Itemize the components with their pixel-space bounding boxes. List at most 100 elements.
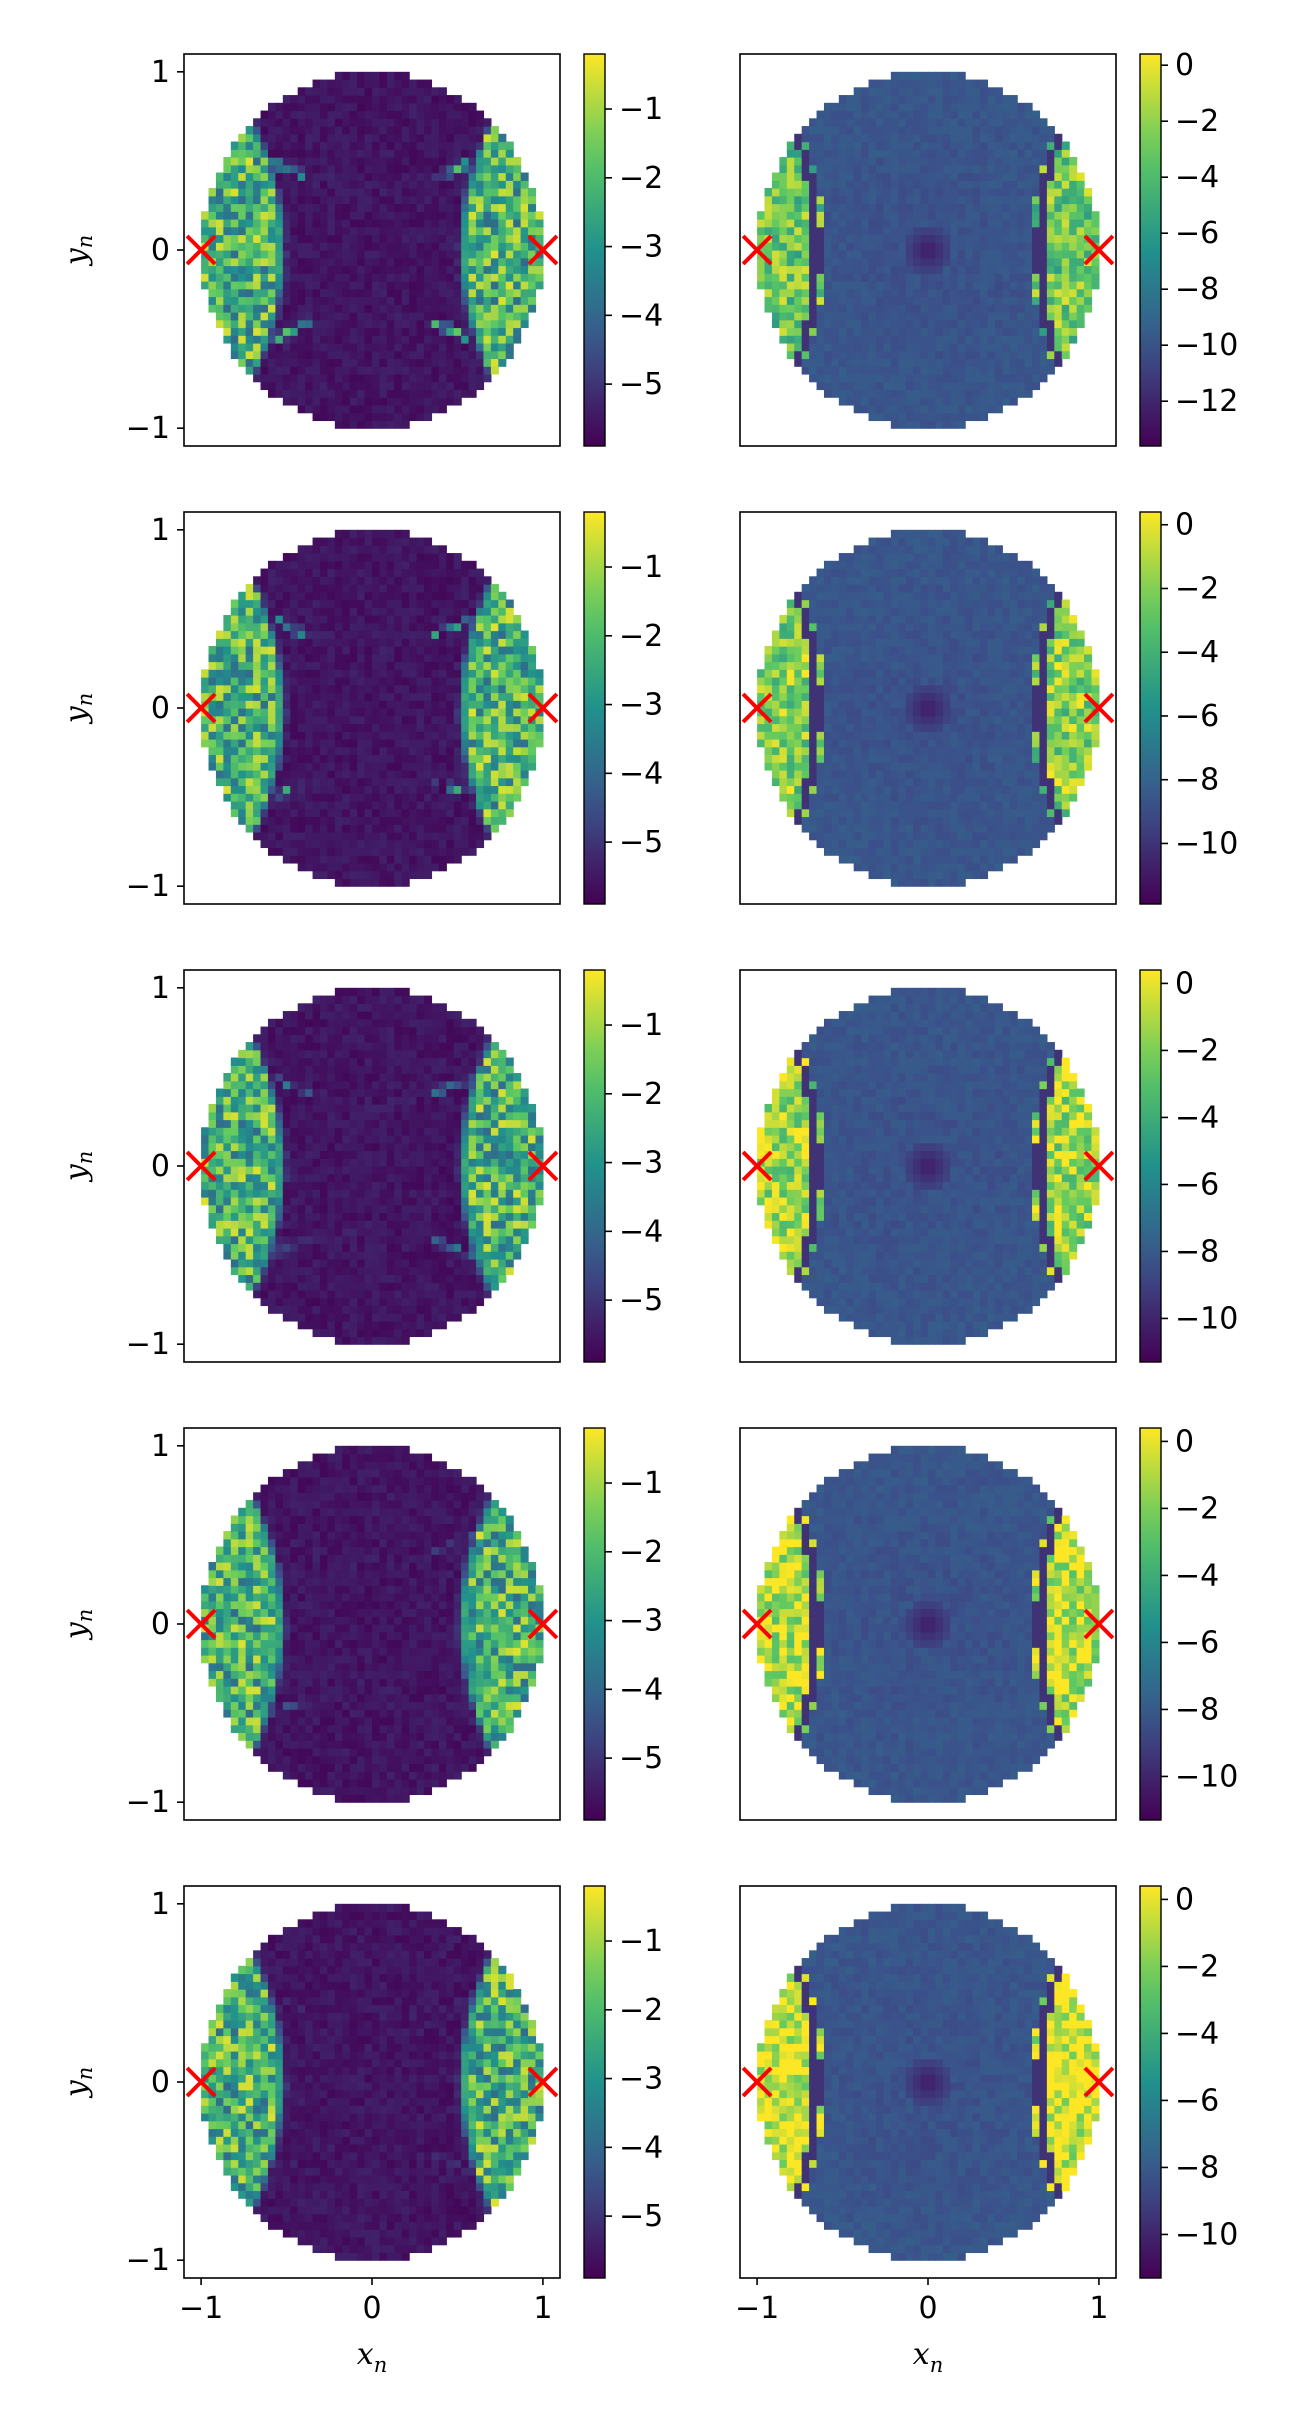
x-tick-label: 1: [1089, 2291, 1108, 2326]
panel-r3-c1: 1 0 −1 yn −1 −2 −3 −4 −5: [59, 969, 663, 1363]
colorbar-tick-label: −1: [619, 1466, 663, 1501]
marker-x-right: [527, 234, 559, 266]
y-tick-label: 0: [151, 1607, 170, 1642]
y-tick-label: 1: [151, 513, 170, 548]
y-tick-label: 0: [151, 2065, 170, 2100]
marker-x-left: [741, 2066, 773, 2098]
heatmap-image: [201, 71, 544, 429]
colorbar: 0 −2 −4 −6 −8 −10: [1139, 1882, 1238, 2279]
marker-x-left: [741, 692, 773, 724]
y-tick-label: 1: [151, 1429, 170, 1464]
heatmap-image: [201, 1903, 544, 2261]
colorbar-tick-label: −8: [1175, 1692, 1219, 1727]
y-axis-label: yn: [59, 2067, 97, 2099]
y-tick-label: −1: [126, 1327, 170, 1362]
y-tick-label: 0: [151, 691, 170, 726]
panel-r2-c1: 1 0 −1 yn −1 −2 −3 −4 −5: [59, 511, 663, 905]
colorbar-tick-label: −8: [1175, 272, 1219, 307]
x-axis-label: xn: [913, 2337, 943, 2377]
heatmap-image: [757, 1903, 1100, 2261]
colorbar-tick-label: −4: [1175, 160, 1219, 195]
colorbar-tick-label: 0: [1175, 1424, 1194, 1459]
colorbar-tick-label: −10: [1175, 2217, 1238, 2252]
marker-x-left: [185, 1608, 217, 1640]
colorbar-gradient: [1139, 1885, 1162, 2279]
colorbar-tick-label: −4: [619, 298, 663, 333]
y-tick-label: 1: [151, 1887, 170, 1922]
colorbar: 0 −2 −4 −6 −8 −10: [1139, 508, 1238, 905]
colorbar-tick-label: −2: [1175, 1033, 1219, 1068]
marker-x-left: [185, 2066, 217, 2098]
colorbar-tick-label: −2: [1175, 571, 1219, 606]
heatmap-image: [201, 987, 544, 1345]
marker-x-left: [185, 234, 217, 266]
colorbar-tick-label: −3: [619, 688, 663, 723]
marker-x-right: [1083, 1608, 1115, 1640]
y-tick-label: 1: [151, 55, 170, 90]
marker-x-right: [1083, 234, 1115, 266]
colorbar-tick-label: −5: [619, 367, 663, 402]
colorbar-tick-label: −4: [619, 756, 663, 791]
y-tick-label: −1: [126, 2243, 170, 2278]
marker-x-right: [1083, 2066, 1115, 2098]
colorbar-gradient: [583, 1885, 606, 2279]
colorbar: −1 −2 −3 −4 −5: [583, 53, 663, 447]
panel-r1-c1: 1 0 −1 yn −1 −2 −3 −4 −5: [59, 53, 663, 447]
colorbar-gradient: [583, 1427, 606, 1821]
colorbar: 0 −2 −4 −6 −8 −10 −12: [1139, 48, 1238, 447]
colorbar-tick-label: −5: [619, 825, 663, 860]
colorbar-tick-label: −6: [1175, 1625, 1219, 1660]
colorbar-tick-label: −10: [1175, 1301, 1238, 1336]
marker-x-left: [741, 1150, 773, 1182]
colorbar-gradient: [583, 511, 606, 905]
colorbar-tick-label: −1: [619, 92, 663, 127]
colorbar: −1 −2 −3 −4 −5: [583, 969, 663, 1363]
colorbar-tick-label: −12: [1175, 384, 1238, 419]
colorbar-tick-label: −4: [1175, 1100, 1219, 1135]
panel-r1-c2: 0 −2 −4 −6 −8 −10 −12: [739, 48, 1238, 447]
colorbar-tick-label: −8: [1175, 1234, 1219, 1269]
colorbar: −1 −2 −3 −4 −5: [583, 1427, 663, 1821]
colorbar-tick-label: −2: [1175, 1949, 1219, 1984]
colorbar-tick-label: −1: [619, 1008, 663, 1043]
colorbar-tick-label: −2: [619, 1993, 663, 2028]
panel-r2-c2: 0 −2 −4 −6 −8 −10: [739, 508, 1238, 905]
colorbar-tick-label: −8: [1175, 763, 1219, 798]
colorbar-tick-label: −6: [1175, 216, 1219, 251]
y-tick-label: −1: [126, 411, 170, 446]
x-tick-label: −1: [179, 2291, 223, 2326]
y-axis-label: yn: [59, 693, 97, 725]
panel-r5-c1: 1 0 −1 yn −1 0 1 xn −1 −2 −3 −4 −5: [59, 1885, 663, 2377]
colorbar-tick-label: −3: [619, 2062, 663, 2097]
colorbar-tick-label: −10: [1175, 328, 1238, 363]
colorbar-tick-label: −1: [619, 1924, 663, 1959]
panel-r4-c2: 0 −2 −4 −6 −8 −10: [739, 1424, 1238, 1821]
colorbar-tick-label: −3: [619, 1146, 663, 1181]
colorbar-gradient: [1139, 53, 1162, 447]
colorbar-tick-label: −6: [1175, 1167, 1219, 1202]
x-tick-label: −1: [735, 2291, 779, 2326]
colorbar-gradient: [583, 53, 606, 447]
colorbar-tick-label: −6: [1175, 2083, 1219, 2118]
colorbar-tick-label: −2: [619, 161, 663, 196]
colorbar-tick-label: −6: [1175, 699, 1219, 734]
colorbar-tick-label: −5: [619, 2199, 663, 2234]
marker-x-right: [527, 1150, 559, 1182]
y-axis-label: yn: [59, 235, 97, 267]
x-tick-label: 1: [533, 2291, 552, 2326]
colorbar-tick-label: −5: [619, 1741, 663, 1776]
colorbar: −1 −2 −3 −4 −5: [583, 511, 663, 905]
heatmap-image: [757, 529, 1100, 887]
colorbar-tick-label: −8: [1175, 2150, 1219, 2185]
y-tick-label: 0: [151, 233, 170, 268]
colorbar-tick-label: 0: [1175, 508, 1194, 543]
colorbar-tick-label: −3: [619, 1604, 663, 1639]
colorbar-tick-label: −2: [1175, 104, 1219, 139]
y-axis-label: yn: [59, 1151, 97, 1183]
colorbar-tick-label: −5: [619, 1283, 663, 1318]
colorbar-tick-label: −2: [619, 619, 663, 654]
colorbar-tick-label: −4: [619, 2130, 663, 2165]
axes-frame: [739, 969, 1117, 1363]
colorbar-tick-label: 0: [1175, 1882, 1194, 1917]
